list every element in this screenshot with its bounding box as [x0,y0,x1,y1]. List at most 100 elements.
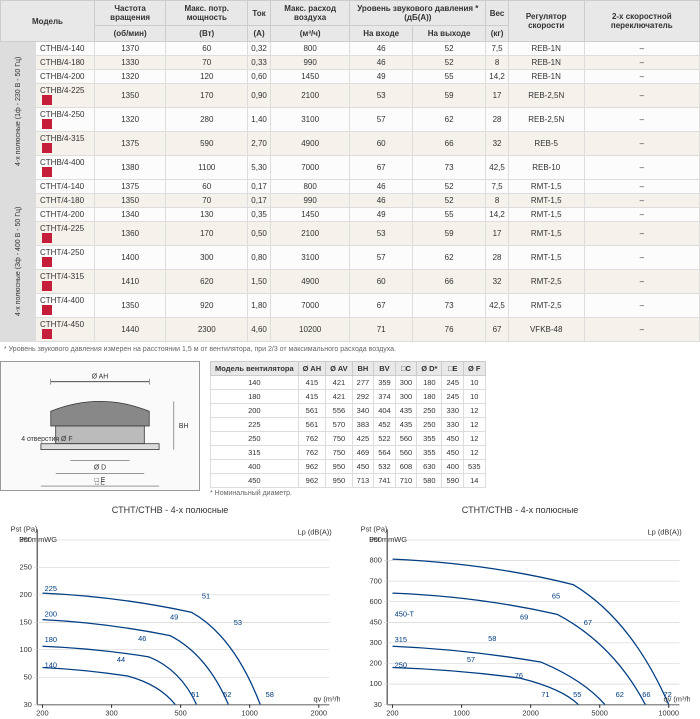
cell: 0,35 [248,208,271,222]
dim-cell: 359 [374,376,396,390]
dim-row: 22556157038345243525033012 [211,418,486,432]
cell: RMT-1,5 [508,246,584,270]
th-power: Макс. потр. мощность [166,1,248,26]
cell: 49 [350,208,412,222]
dim-row: 20056155634040443525033012 [211,404,486,418]
svg-text:200: 200 [386,708,398,717]
model-cell: CTHT/4-225 [36,222,95,246]
cell: 60 [166,180,248,194]
cell: 1320 [95,108,166,132]
svg-text:71: 71 [541,690,549,699]
cell: – [584,180,699,194]
cell: 46 [350,56,412,70]
svg-text:315: 315 [395,635,407,644]
chart-right: CTHT/CTHB - 4-х полюсные 301002003004506… [350,505,690,705]
table-row: CTHB/4-31513755902,704900606632REB-5– [1,132,700,156]
dim-cell: 560 [395,432,417,446]
th-airflow-unit: (м³/ч) [270,26,350,42]
dim-cell: 570 [326,418,353,432]
cell: 1370 [95,42,166,56]
cell: 10200 [270,318,350,342]
dim-cell: 245 [442,376,464,390]
dim-row: 14041542127735930018024510 [211,376,486,390]
cell: 67 [486,318,509,342]
svg-text:58: 58 [488,634,496,643]
svg-text:67: 67 [584,618,592,627]
cell: 590 [166,132,248,156]
cell: 130 [166,208,248,222]
svg-text:57: 57 [467,655,475,664]
cell: 2,70 [248,132,271,156]
dim-cell: 962 [298,460,325,474]
cell: – [584,132,699,156]
cell: 60 [350,270,412,294]
cell: 5,30 [248,156,271,180]
cell: 17 [486,84,509,108]
dim-cell: 452 [374,418,396,432]
th-weight-unit: (кг) [486,26,509,42]
dim-th: Ø D* [417,362,442,376]
table-row: CTHT/4-25014003000,803100576228RMT-1,5– [1,246,700,270]
dim-row: 25076275042552256035545012 [211,432,486,446]
dim-cell: 532 [374,460,396,474]
dim-cell: 435 [395,404,417,418]
cell: RMT-2,5 [508,294,584,318]
cell: RMT-1,5 [508,180,584,194]
cell: 170 [166,84,248,108]
svg-text:Pst (Pa): Pst (Pa) [361,524,388,533]
dim-cell: 12 [464,404,486,418]
dim-cell: 950 [326,460,353,474]
model-cell: CTHT/4-180 [36,194,95,208]
dim-cell: 225 [211,418,299,432]
table-row: CTHT/4-1801350700,1799046528RMT-1,5– [1,194,700,208]
flag-icon [42,305,52,315]
th-freq: Частота вращения [95,1,166,26]
dim-cell: 250 [417,404,442,418]
dim-cell: 962 [298,474,325,488]
table-row: 4-х полюсные (1ф - 230 В - 50 Гц)CTHB/4-… [1,42,700,56]
svg-text:100: 100 [19,645,31,654]
dim-cell: 180 [417,376,442,390]
dim-cell: 450 [352,460,374,474]
dim-cell: 425 [352,432,374,446]
cell: 60 [166,42,248,56]
table-row: CTHT/4-20013401300,351450495514,2RMT-1,5… [1,208,700,222]
th-current: Ток [248,1,271,26]
dim-cell: 522 [374,432,396,446]
cell: 0,32 [248,42,271,56]
cell: 73 [412,156,485,180]
cell: 1320 [95,70,166,84]
dim-cell: 561 [298,404,325,418]
cell: 4,60 [248,318,271,342]
cell: 62 [412,246,485,270]
table-row: CTHT/4-31514106201,504900606632RMT-2,5– [1,270,700,294]
cell: 32 [486,132,509,156]
svg-text:800: 800 [369,556,381,565]
cell: 1440 [95,318,166,342]
svg-text:200: 200 [45,609,57,618]
svg-text:53: 53 [234,618,242,627]
dim-cell: 12 [464,418,486,432]
chart-title-1: CTHT/CTHB - 4-х полюсные [0,505,340,515]
svg-text:200: 200 [19,590,31,599]
cell: 990 [270,56,350,70]
model-cell: CTHB/4-250 [36,108,95,132]
cell: 59 [412,84,485,108]
th-model: Модель [1,1,95,42]
cell: 7,5 [486,180,509,194]
cell: 1330 [95,56,166,70]
svg-text:62: 62 [616,690,624,699]
flag-icon [42,281,52,291]
dim-cell: 561 [298,418,325,432]
svg-text:BH: BH [179,423,189,430]
dim-cell: 400 [211,460,299,474]
table-row: CTHB/4-22513501700,902100535917REB-2,5N– [1,84,700,108]
svg-text:100: 100 [369,679,381,688]
dim-row: 45096295071374171058059014 [211,474,486,488]
flag-icon [42,167,52,177]
cell: 46 [350,194,412,208]
dim-cell: 315 [211,446,299,460]
dim-cell: 750 [326,432,353,446]
th-switch: 2-х скоростной переключатель [584,1,699,42]
dim-cell: 330 [442,404,464,418]
